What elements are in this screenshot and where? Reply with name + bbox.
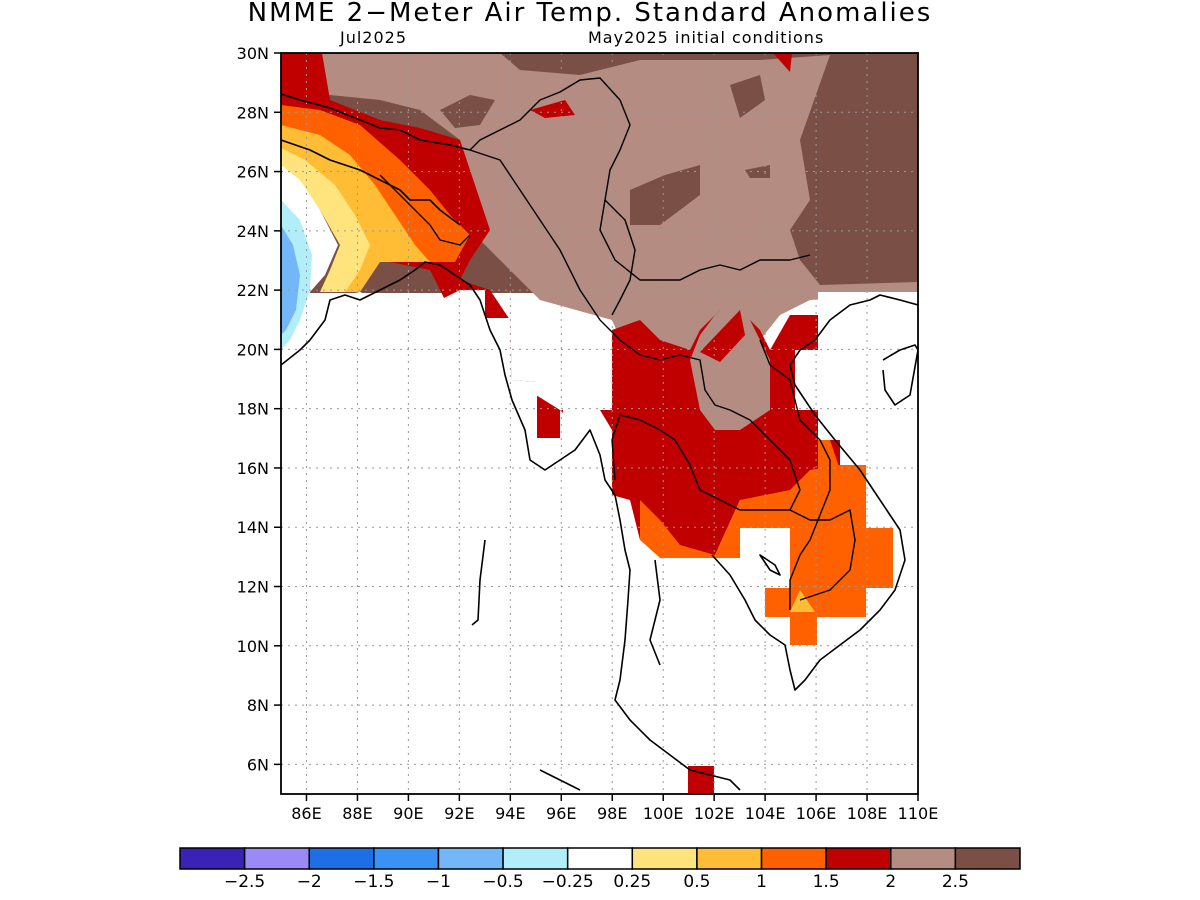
anomaly-region-1-west — [281, 125, 430, 292]
lat-label: 6N — [247, 755, 269, 774]
colorbar-label: −1.5 — [353, 872, 395, 892]
axis-ticks — [274, 52, 919, 801]
lat-label: 28N — [237, 103, 269, 122]
colorbar-swatch — [825, 847, 892, 870]
colorbar — [179, 847, 1021, 870]
longitude-labels: 86E 88E 90E 92E 94E 96E 98E 100E 102E 104E 106E 108… — [291, 804, 938, 823]
lon-label: 90E — [393, 804, 423, 823]
lon-label: 110E — [898, 804, 939, 823]
colorbar-swatch — [760, 847, 827, 870]
colorbar-label: 0.25 — [613, 872, 652, 892]
anomaly-region-1 — [790, 590, 815, 612]
colorbar-label: 2 — [885, 872, 897, 892]
gridlines — [281, 52, 919, 794]
colorbar-swatch — [696, 847, 763, 870]
colorbar-label: 2.5 — [941, 872, 969, 892]
anomaly-region-1-5-2-patch — [530, 100, 575, 118]
lat-label: 26N — [237, 163, 269, 182]
lat-label: 12N — [237, 578, 269, 597]
lon-label: 86E — [291, 804, 321, 823]
colorbar-label: −2 — [296, 872, 322, 892]
masked-bay-of-bengal — [281, 290, 918, 794]
latitude-labels: 30N 28N 26N 24N 22N 20N 18N 16N 14N 12N 10N 8N 6N — [237, 44, 269, 774]
colorbar-swatch — [437, 847, 504, 870]
lat-label: 22N — [237, 281, 269, 300]
lat-label: 16N — [237, 459, 269, 478]
lon-label: 100E — [643, 804, 684, 823]
masked-gulf-of-tonkin — [795, 292, 918, 528]
anomaly-region-1-5-2 — [281, 53, 840, 555]
anomaly-region-gt2-5-patch — [440, 95, 495, 128]
lon-label: 108E — [847, 804, 888, 823]
colorbar-swatch — [954, 847, 1021, 870]
anomaly-region-m1 — [281, 225, 300, 335]
colorbar-swatch — [502, 847, 569, 870]
lat-label: 8N — [247, 696, 269, 715]
lon-label: 88E — [342, 804, 372, 823]
lon-label: 106E — [796, 804, 837, 823]
lat-label: 10N — [237, 637, 269, 656]
colorbar-swatch — [308, 847, 375, 870]
colorbar-label: −0.5 — [482, 872, 524, 892]
colorbar-swatch — [631, 847, 698, 870]
lon-label: 102E — [694, 804, 735, 823]
country-borders — [379, 77, 856, 610]
colorbar-swatch — [373, 847, 440, 870]
initial-conditions: May2025 initial conditions — [588, 28, 825, 47]
colorbar-label: −0.25 — [541, 872, 594, 892]
anomaly-region-gt2-5-patch — [630, 165, 700, 225]
colorbar-label: 1 — [756, 872, 767, 892]
lon-label: 104E — [745, 804, 786, 823]
lat-label: 20N — [237, 340, 269, 359]
colorbar-swatch — [243, 847, 310, 870]
colorbar-swatch — [179, 847, 246, 870]
lon-label: 92E — [444, 804, 474, 823]
anomaly-region-1-5-2-patch — [773, 53, 792, 72]
lat-label: 18N — [237, 400, 269, 419]
plot-frame — [280, 52, 919, 795]
map-title: NMME 2−Meter Air Temp. Standard Anomalie… — [247, 0, 933, 28]
colorbar-label: 0.5 — [683, 872, 711, 892]
lon-label: 96E — [546, 804, 576, 823]
lon-label: 98E — [597, 804, 627, 823]
anomaly-region-1-5-2-patch — [700, 310, 745, 362]
anomaly-region-gt2-5-patch — [730, 75, 765, 118]
lat-label: 14N — [237, 518, 269, 537]
anomaly-region-0-5-west — [281, 148, 370, 292]
coastlines — [281, 93, 918, 791]
colorbar-label: −2.5 — [223, 872, 266, 892]
forecast-month: Jul2025 — [340, 28, 408, 47]
lat-label: 30N — [237, 44, 269, 63]
lat-label: 24N — [237, 222, 269, 241]
colorbar-swatch — [566, 847, 634, 870]
anomaly-region-2-2-5 — [290, 53, 918, 400]
anomaly-region-1-1-5 — [640, 465, 893, 645]
lon-label: 94E — [495, 804, 525, 823]
colorbar-swatch — [890, 847, 957, 870]
colorbar-label: 1.5 — [812, 872, 840, 892]
colorbar-label: −1 — [425, 872, 451, 892]
